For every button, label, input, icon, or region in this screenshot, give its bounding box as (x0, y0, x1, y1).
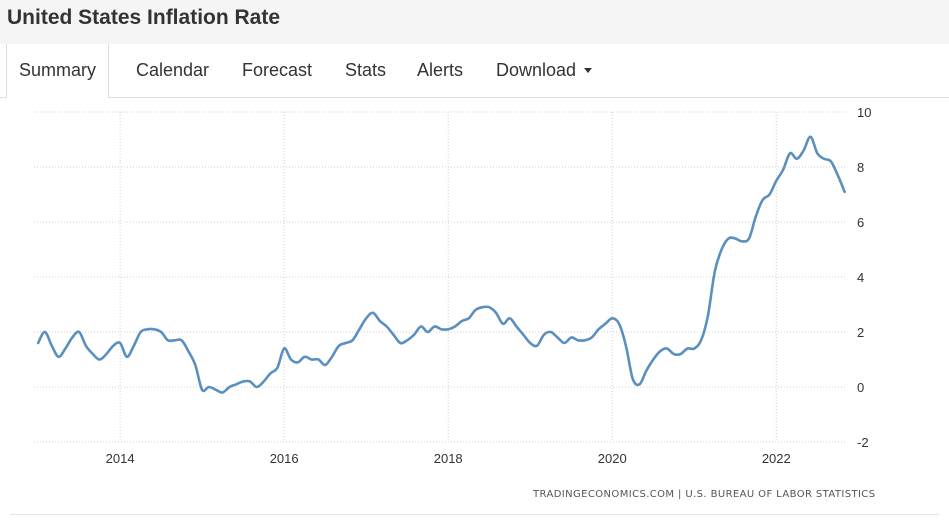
label-layer: 10 8 6 4 2 0 -2 2014 2016 2018 2020 2022 (106, 105, 872, 466)
series-layer (36, 135, 846, 394)
grid-layer (34, 111, 846, 443)
tab-summary[interactable]: Summary (6, 44, 110, 98)
chart-container: 10 8 6 4 2 0 -2 2014 2016 2018 2020 2022 (0, 98, 949, 532)
y-tick-label: 6 (857, 215, 864, 230)
tab-calendar[interactable]: Calendar (136, 60, 210, 80)
chart-source-credit: TRADINGECONOMICS.COM | U.S. BUREAU OF LA… (533, 489, 876, 500)
x-tick-label: 2020 (598, 451, 627, 466)
y-tick-label: 8 (857, 160, 864, 175)
tab-download-label: Download (496, 60, 577, 80)
caret-down-icon (584, 67, 593, 73)
y-tick-label: 10 (857, 105, 871, 120)
x-tick-label: 2016 (270, 451, 299, 466)
bottom-divider (10, 514, 939, 515)
inflation-line-chart: 10 8 6 4 2 0 -2 2014 2016 2018 2020 2022 (34, 105, 872, 466)
page-title: United States Inflation Rate (7, 6, 281, 29)
x-tick-label: 2018 (434, 451, 463, 466)
page-header: United States Inflation Rate (0, 0, 949, 45)
tab-alerts[interactable]: Alerts (417, 60, 464, 80)
tab-download[interactable]: Download (496, 44, 593, 97)
y-tick-label: 2 (857, 325, 864, 340)
series-line-inflation-rate (36, 135, 846, 394)
tab-forecast[interactable]: Forecast (242, 60, 313, 80)
y-tick-label: 4 (857, 270, 864, 285)
x-tick-label: 2022 (762, 451, 791, 466)
tab-stats[interactable]: Stats (345, 60, 387, 80)
tab-bar: Summary Calendar Forecast Stats Alerts D… (0, 44, 949, 98)
x-tick-label: 2014 (106, 451, 135, 466)
y-tick-label: 0 (857, 380, 864, 395)
y-tick-label: -2 (857, 435, 869, 450)
